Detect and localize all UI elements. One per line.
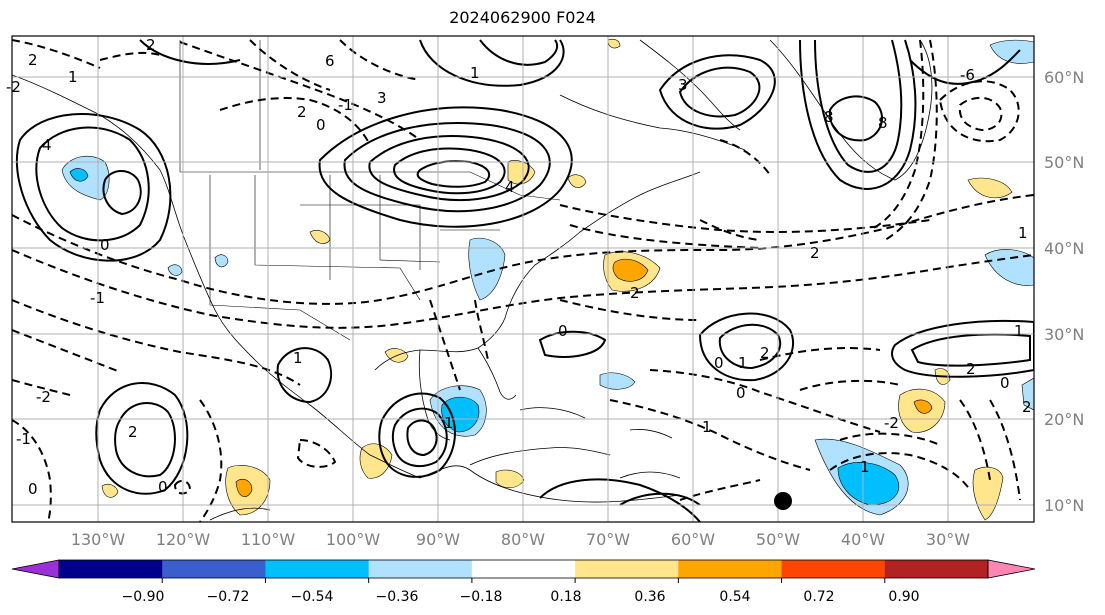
- contour-label: 2: [128, 423, 138, 441]
- colorbar-extend-low: [11, 559, 60, 579]
- contour-label: 0: [28, 480, 38, 498]
- lon-label: 80°W: [501, 530, 545, 549]
- colorbar-segment: [471, 560, 576, 578]
- contour-label: 2: [630, 284, 640, 302]
- contour-label: 4: [505, 178, 515, 196]
- contour-label: 2: [28, 51, 38, 69]
- contour-label: 0: [100, 236, 110, 254]
- contour-label: -1: [90, 289, 105, 307]
- contour-label: 0: [1000, 374, 1010, 392]
- colorbar-tick-label: 0.54: [719, 589, 750, 605]
- lon-label: 110°W: [241, 530, 296, 549]
- lat-label: 10°N: [1044, 496, 1084, 515]
- contour-label: 2: [1022, 398, 1032, 416]
- contour-label: -2: [36, 388, 51, 406]
- colorbar-tick-label: 0.18: [550, 589, 581, 605]
- contour-label: 6: [325, 52, 335, 70]
- contour-label: 1: [1018, 224, 1028, 242]
- colorbar-segment: [265, 560, 370, 578]
- contour-label: 8: [878, 114, 888, 132]
- black-dot-marker: [774, 492, 792, 510]
- contour-labels: 2 1 -2 6 3 0 -1 2 -1 2 4 2 8 8 3 4 1 0 2…: [6, 36, 1032, 498]
- colorbar-tick-label: −0.54: [291, 589, 334, 605]
- lon-label: 70°W: [586, 530, 630, 549]
- lat-label: 40°N: [1044, 239, 1084, 258]
- contour-label: 8: [824, 108, 834, 126]
- graticule: [12, 36, 1034, 522]
- strong-positive-anomaly-regions: [235, 258, 933, 497]
- colorbar: [11, 559, 1036, 583]
- lon-label: 60°W: [671, 530, 715, 549]
- contour-label: 1: [702, 418, 712, 436]
- contour-label: 2: [297, 103, 307, 121]
- colorbar-segment: [781, 560, 886, 578]
- contour-label: -1: [16, 430, 31, 448]
- contour-label: -2: [6, 78, 21, 96]
- contour-label: 0: [158, 478, 168, 496]
- contour-label: 2: [810, 244, 820, 262]
- map-frame: [11, 35, 1035, 523]
- lon-label: 100°W: [326, 530, 381, 549]
- contour-label: -2: [884, 414, 899, 432]
- contour-label: 2: [966, 360, 976, 378]
- lat-label: 60°N: [1044, 68, 1084, 87]
- lat-label: 30°N: [1044, 325, 1084, 344]
- contour-label: 1: [293, 349, 303, 367]
- map-title: 2024062900 F024: [449, 8, 596, 27]
- country-state-borders: [179, 40, 561, 341]
- contour-label: 0: [714, 354, 724, 372]
- contour-label: 0: [736, 384, 746, 402]
- contour-label: 1: [470, 64, 480, 82]
- colorbar-segment: [368, 560, 473, 578]
- colorbar-tick-label: −0.18: [460, 589, 503, 605]
- colorbar-segment: [162, 560, 266, 578]
- lon-label: 40°W: [841, 530, 885, 549]
- colorbar-tick-label: −0.90: [122, 589, 165, 605]
- colorbar-outline: [58, 559, 989, 579]
- lon-label: 130°W: [71, 530, 126, 549]
- colorbar-tick-label: −0.72: [207, 589, 250, 605]
- contour-label: 2: [760, 344, 770, 362]
- contour-label: 3: [678, 76, 688, 94]
- colorbar-segment: [678, 560, 783, 578]
- contour-label: 1: [860, 458, 870, 476]
- contour-label: 1: [738, 354, 748, 372]
- dashed-contours: [12, 39, 1034, 522]
- lat-label: 20°N: [1044, 410, 1084, 429]
- colorbar-tick-label: −0.36: [376, 589, 419, 605]
- contour-label: 1: [1014, 322, 1024, 340]
- contour-label: 0: [558, 322, 568, 340]
- contour-label: 1: [444, 414, 454, 432]
- colorbar-segment: [59, 560, 163, 578]
- contour-label: 0: [316, 116, 326, 134]
- contour-label: -6: [960, 66, 975, 84]
- colorbar-segment: [884, 560, 989, 578]
- lon-label: 50°W: [756, 530, 800, 549]
- lon-label: 30°W: [926, 530, 970, 549]
- lat-label: 50°N: [1044, 153, 1084, 172]
- lon-label: 90°W: [416, 530, 460, 549]
- colorbar-extend-high: [987, 559, 1036, 579]
- longitude-labels: 130°W 120°W 110°W 100°W 90°W 80°W 70°W 6…: [71, 530, 970, 549]
- colorbar-tick-label: 0.72: [803, 589, 834, 605]
- contour-label: 2: [146, 36, 156, 54]
- latitude-labels: 60°N 50°N 40°N 30°N 20°N 10°N: [1044, 68, 1084, 515]
- lon-label: 120°W: [156, 530, 211, 549]
- contour-label: 3: [377, 89, 387, 107]
- colorbar-tick-labels: −0.90 −0.72 −0.54 −0.36 −0.18 0.18 0.36 …: [122, 589, 920, 605]
- colorbar-segment: [575, 560, 679, 578]
- contour-label: 1: [68, 68, 78, 86]
- colorbar-tick-label: 0.90: [888, 589, 919, 605]
- strong-negative-anomaly-regions: [69, 168, 900, 506]
- colorbar-tick-label: 0.36: [634, 589, 665, 605]
- contour-label: 4: [42, 136, 52, 154]
- contour-label: -1: [338, 96, 353, 114]
